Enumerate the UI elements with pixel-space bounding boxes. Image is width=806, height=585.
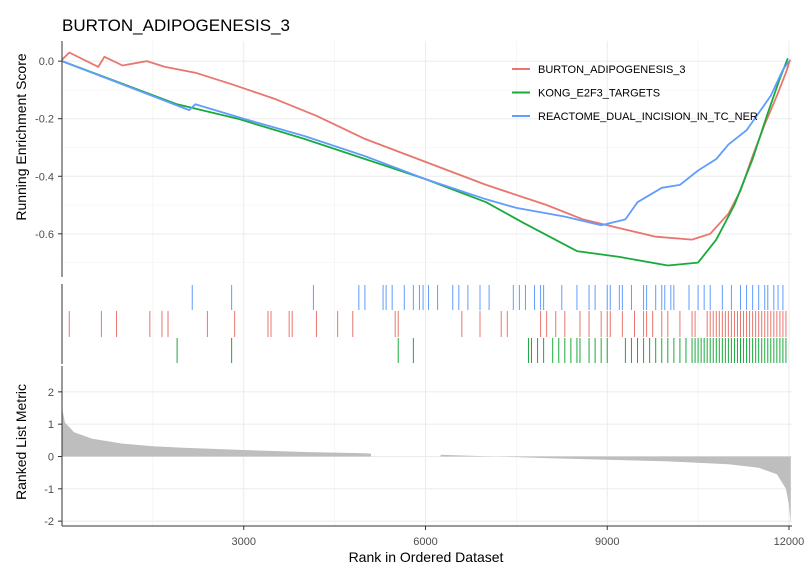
series-line-reactome-dual-incision-in-tc-ner xyxy=(61,60,790,227)
y-tick-label: -0.2 xyxy=(35,114,54,126)
y-axis-label-enrichment: Running Enrichment Score xyxy=(13,53,29,221)
ranked-metric-panel xyxy=(62,408,791,523)
series-line-kong-e2f3-targets xyxy=(61,57,789,267)
enrichment-panel xyxy=(61,51,792,267)
axes: 0.0 -0.2 -0.4 -0.6 2 1 0 -1 -2 3000 6000 9000 12000 xyxy=(35,41,804,548)
ranked-metric-area xyxy=(440,454,791,523)
legend: BURTON_ADIPOGENESIS_3 KONG_E2F3_TARGETS RE… xyxy=(512,64,758,123)
y-tick-label: -2 xyxy=(44,516,54,528)
ranked-metric-area xyxy=(62,408,371,457)
y-tick-label: 2 xyxy=(48,387,54,399)
y-tick-label: -1 xyxy=(44,484,54,496)
y-tick-label: 0 xyxy=(48,452,54,464)
x-tick-label: 12000 xyxy=(774,536,805,548)
legend-label: REACTOME_DUAL_INCISION_IN_TC_NER xyxy=(538,111,758,123)
x-axis-label: Rank in Ordered Dataset xyxy=(349,549,504,565)
legend-label: BURTON_ADIPOGENESIS_3 xyxy=(538,64,686,76)
y-tick-label: 0.0 xyxy=(39,56,54,68)
chart-title: BURTON_ADIPOGENESIS_3 xyxy=(62,16,290,35)
series-line-burton-adipogenesis-3 xyxy=(61,51,792,241)
grid-lines xyxy=(62,41,792,526)
x-tick-label: 3000 xyxy=(232,536,256,548)
hit-marks-panel xyxy=(68,285,787,363)
y-tick-label: -0.4 xyxy=(35,171,54,183)
y-tick-label: 1 xyxy=(48,419,54,431)
y-tick-label: -0.6 xyxy=(35,229,54,241)
y-axis-label-ranked-metric: Ranked List Metric xyxy=(13,384,29,500)
legend-label: KONG_E2F3_TARGETS xyxy=(538,88,660,100)
x-tick-label: 9000 xyxy=(595,536,619,548)
x-tick-label: 6000 xyxy=(413,536,437,548)
